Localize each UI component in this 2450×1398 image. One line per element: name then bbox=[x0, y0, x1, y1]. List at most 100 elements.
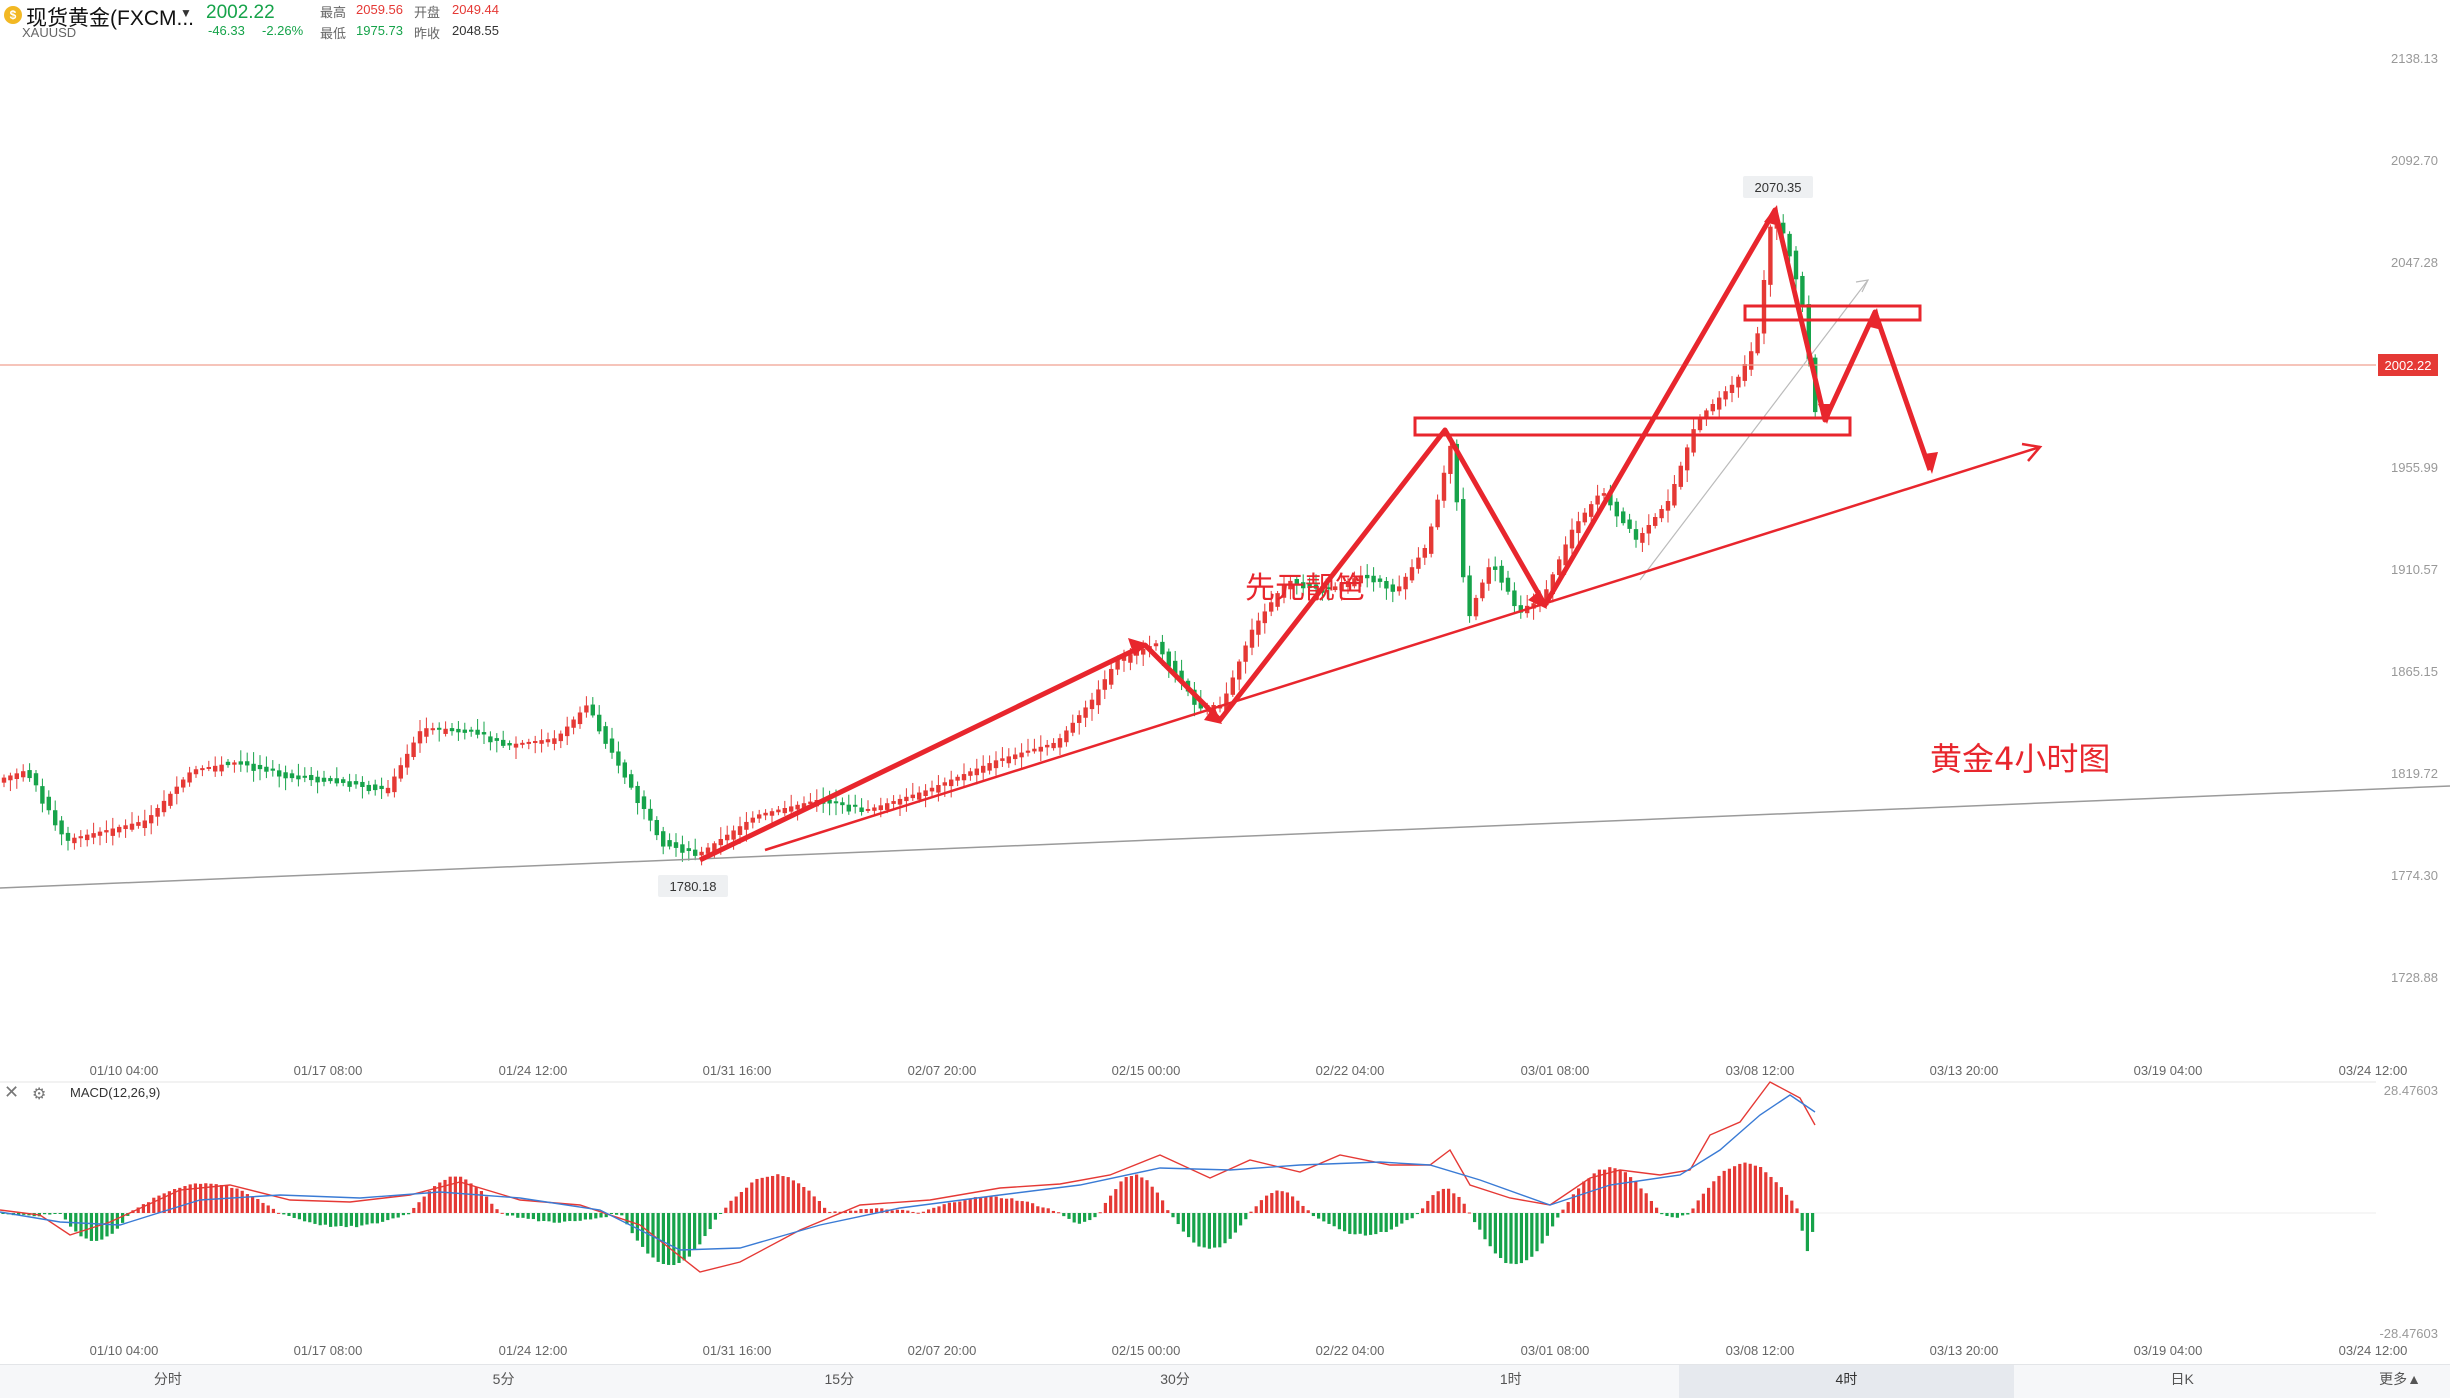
tab-daily[interactable]: 日K bbox=[2170, 1371, 2194, 1387]
chart-canvas[interactable]: 2138.13 2092.70 2047.28 1955.99 1910.57 1865.… bbox=[0, 0, 2450, 1364]
candle-body bbox=[1429, 526, 1434, 554]
candle-body bbox=[1333, 586, 1338, 591]
candle-body bbox=[1365, 574, 1370, 579]
macd-bar bbox=[1582, 1181, 1586, 1213]
candle-body bbox=[974, 768, 979, 776]
macd-bar bbox=[958, 1201, 962, 1213]
tab-5min[interactable]: 5分 bbox=[492, 1371, 515, 1387]
tab-4h[interactable]: 4时 bbox=[1678, 1365, 2015, 1398]
tab-timeshare[interactable]: 分时 bbox=[153, 1371, 182, 1387]
macd-bar bbox=[334, 1213, 338, 1227]
candle-body bbox=[1563, 544, 1568, 566]
arrowhead-3 bbox=[1528, 590, 1547, 609]
arrowhead-1 bbox=[1128, 638, 1148, 656]
candle-body bbox=[865, 808, 871, 811]
macd-bar bbox=[209, 1183, 213, 1213]
tab-1h[interactable]: 1时 bbox=[1499, 1371, 1522, 1387]
macd-bar bbox=[505, 1213, 509, 1216]
candle-body bbox=[1416, 557, 1421, 569]
time-tick-label: 02/07 20:00 bbox=[908, 1063, 977, 1078]
macd-bar bbox=[323, 1213, 327, 1225]
candle-body bbox=[411, 742, 416, 758]
macd-bar bbox=[297, 1213, 301, 1220]
candle-body bbox=[718, 839, 723, 846]
macd-bar bbox=[115, 1213, 119, 1229]
macd-bar bbox=[360, 1213, 364, 1226]
close-icon[interactable]: ✕ bbox=[4, 1082, 20, 1102]
candle-body bbox=[744, 821, 749, 830]
candle-body bbox=[379, 785, 384, 790]
macd-bar bbox=[329, 1213, 333, 1227]
macd-bar bbox=[1015, 1200, 1019, 1213]
time-tick-label: 03/13 20:00 bbox=[1930, 1063, 1999, 1078]
macd-bar bbox=[1062, 1213, 1066, 1217]
macd-bar bbox=[292, 1213, 296, 1218]
more-button[interactable]: 更多▲ bbox=[2350, 1365, 2450, 1398]
macd-bar bbox=[313, 1213, 317, 1224]
candle-body bbox=[8, 775, 13, 781]
candle-body bbox=[1729, 384, 1735, 393]
candle-body bbox=[1646, 525, 1651, 534]
candle-body bbox=[1371, 575, 1376, 583]
candle-body bbox=[635, 785, 640, 804]
macd-bar bbox=[1010, 1198, 1014, 1213]
candle-body bbox=[693, 849, 698, 856]
candle-body bbox=[1083, 707, 1088, 718]
candle-body bbox=[123, 825, 128, 830]
candle-body bbox=[1019, 752, 1024, 758]
candle-body bbox=[232, 762, 237, 765]
candle-body bbox=[1057, 738, 1063, 748]
macd-bar bbox=[1077, 1213, 1081, 1224]
macd-bar bbox=[266, 1205, 270, 1213]
candle-body bbox=[993, 760, 999, 769]
gear-icon[interactable]: ⚙ bbox=[32, 1086, 47, 1103]
macd-bar bbox=[407, 1213, 411, 1215]
candle-body bbox=[1160, 641, 1165, 655]
macd-bar bbox=[1389, 1213, 1393, 1230]
macd-time-tick-label: 02/07 20:00 bbox=[908, 1343, 977, 1358]
macd-bar bbox=[63, 1213, 67, 1220]
macd-bar bbox=[776, 1174, 780, 1213]
candle-body bbox=[597, 714, 602, 732]
candle-body bbox=[853, 804, 858, 807]
support-trendline-arrowhead bbox=[2021, 442, 2043, 462]
macd-bar bbox=[516, 1213, 520, 1218]
macd-bar bbox=[672, 1213, 676, 1266]
macd-time-tick-label: 01/10 04:00 bbox=[90, 1343, 159, 1358]
caret-down-icon[interactable]: ▼ bbox=[180, 6, 192, 20]
candle-body bbox=[1557, 559, 1562, 576]
candle-body bbox=[629, 774, 634, 788]
candle-body bbox=[437, 727, 442, 730]
macd-label: MACD(12,26,9) bbox=[70, 1085, 161, 1100]
macd-bar bbox=[339, 1213, 343, 1227]
tab-15min[interactable]: 15分 bbox=[824, 1371, 855, 1387]
candle-body bbox=[1749, 351, 1754, 370]
candle-body bbox=[513, 743, 519, 748]
macd-bar bbox=[1119, 1181, 1123, 1213]
macd-bar bbox=[1519, 1213, 1523, 1264]
macd-bar bbox=[1031, 1203, 1035, 1213]
candle-body bbox=[673, 842, 679, 848]
macd-bar bbox=[1129, 1176, 1133, 1213]
macd-bar bbox=[1675, 1213, 1679, 1218]
candle-body bbox=[1717, 397, 1722, 410]
instrument-name[interactable]: 现货黄金(FXCM... bbox=[26, 7, 194, 30]
macd-time-tick-label: 01/31 16:00 bbox=[703, 1343, 772, 1358]
candle-body bbox=[917, 792, 922, 800]
candle-body bbox=[309, 774, 314, 781]
macd-bar bbox=[43, 1213, 47, 1215]
macd-dea-line bbox=[0, 1094, 1816, 1251]
tab-30min[interactable]: 30分 bbox=[1160, 1371, 1190, 1387]
macd-bar bbox=[1556, 1213, 1560, 1218]
candle-body bbox=[443, 728, 448, 734]
macd-bar bbox=[261, 1202, 265, 1213]
candle-body bbox=[782, 808, 787, 814]
price-tick-label: 1955.99 bbox=[2391, 460, 2438, 475]
macd-bar bbox=[1046, 1208, 1050, 1213]
low-marker-label: 1780.18 bbox=[670, 879, 717, 894]
macd-bar bbox=[1717, 1175, 1721, 1213]
macd-bar bbox=[386, 1213, 390, 1221]
macd-bar bbox=[1124, 1177, 1128, 1213]
candle-body bbox=[1448, 445, 1453, 474]
macd-bar bbox=[391, 1213, 395, 1219]
